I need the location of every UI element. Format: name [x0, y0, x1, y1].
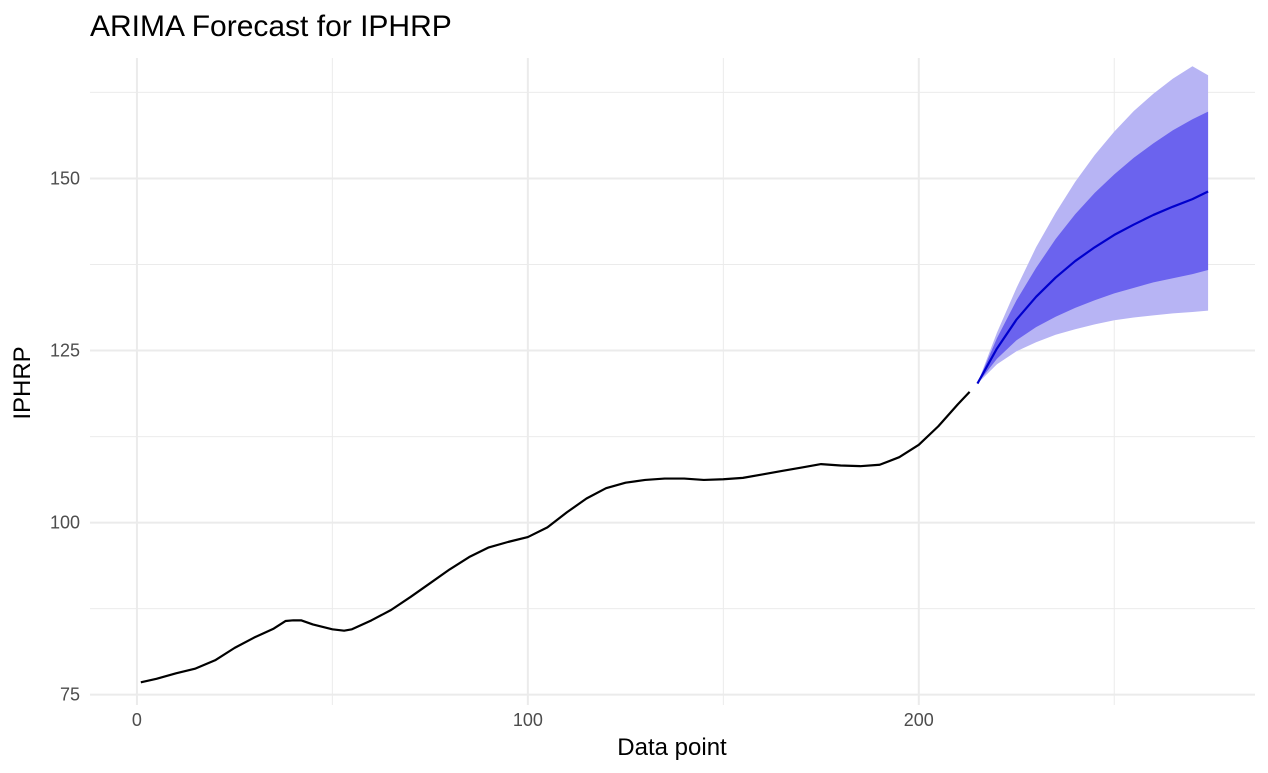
x-axis-title: Data point [617, 734, 727, 761]
y-axis-ticks: 75 100 125 150 [50, 168, 80, 704]
x-axis-ticks: 0 100 200 [132, 710, 934, 730]
y-tick-label: 150 [50, 168, 80, 188]
observed-line [140, 391, 971, 684]
y-axis-title: IPHRP [9, 346, 36, 419]
confidence-bands [977, 66, 1209, 384]
y-tick-label: 125 [50, 341, 80, 361]
x-tick-label: 200 [904, 710, 934, 730]
forecast-line [976, 190, 1209, 385]
x-tick-label: 100 [513, 710, 543, 730]
x-tick-label: 0 [132, 710, 142, 730]
y-tick-label: 100 [50, 513, 80, 533]
series-lines [140, 190, 1209, 684]
chart-title: ARIMA Forecast for IPHRP [90, 10, 452, 43]
grid-lines [90, 58, 1255, 705]
y-tick-label: 75 [60, 685, 80, 705]
